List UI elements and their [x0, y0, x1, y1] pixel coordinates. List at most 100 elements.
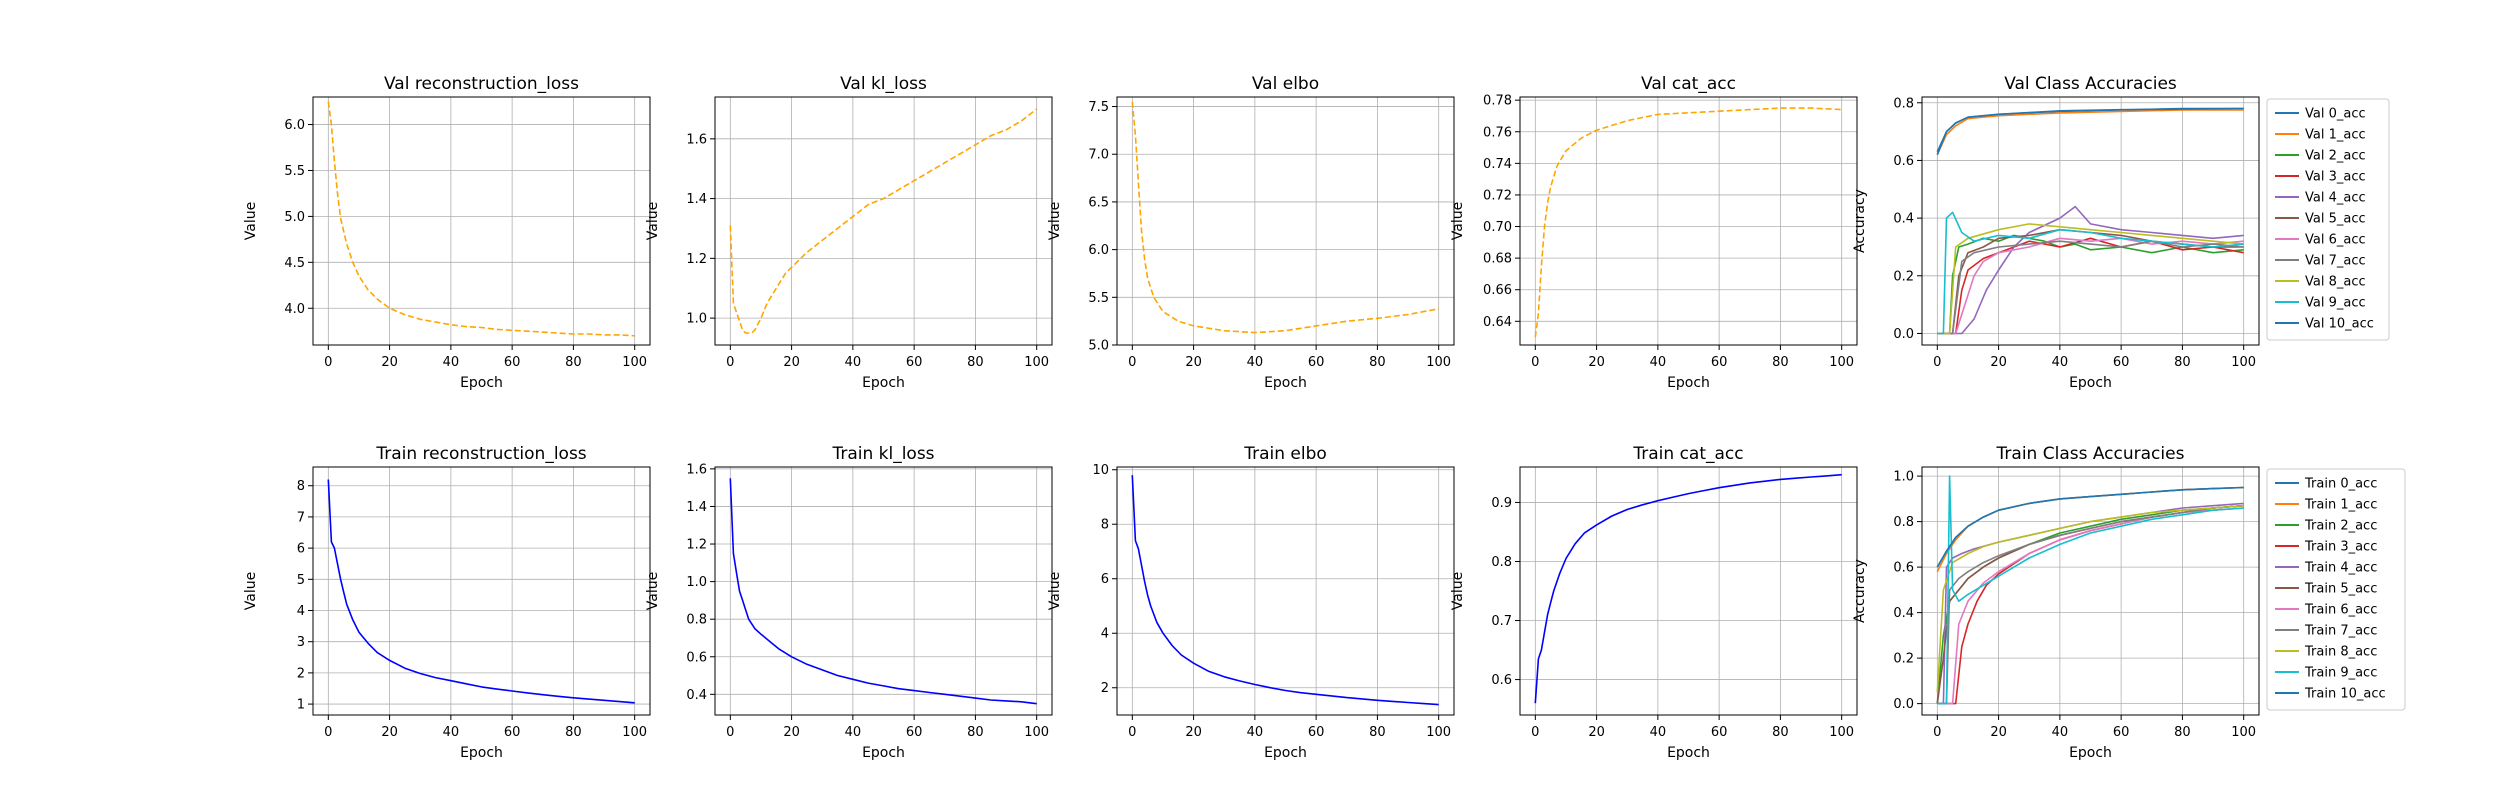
y-tick-label: 6.5	[1088, 195, 1109, 210]
chart-title: Val cat_acc	[1641, 74, 1736, 94]
series-group	[1131, 475, 1439, 706]
x-tick-label: 40	[2052, 355, 2069, 370]
x-tick-label: 60	[2113, 355, 2130, 370]
y-axis-label: Value	[645, 572, 661, 610]
x-tick-label: 0	[1933, 725, 1941, 740]
legend-label: Val 2_acc	[2305, 149, 2366, 164]
x-tick-label: 20	[1588, 355, 1605, 370]
x-tick-label: 40	[2052, 725, 2069, 740]
series-line	[1937, 237, 2244, 335]
series-line	[1936, 107, 2244, 155]
x-tick-label: 0	[1128, 725, 1136, 740]
y-tick-label: 0.6	[1491, 673, 1512, 688]
series-group	[1131, 101, 1439, 334]
legend: Train 0_acc Train 1_acc Train 2_acc Train 3…	[2266, 468, 2406, 711]
y-tick-label: 7	[297, 510, 305, 525]
series-group	[1534, 473, 1842, 704]
x-tick-label: 0	[1933, 355, 1941, 370]
y-tick-label: 4.0	[284, 302, 305, 317]
y-tick-label: 2	[297, 666, 305, 681]
y-tick-label: 0.8	[1491, 555, 1512, 570]
legend-label: Train 2_acc	[2304, 519, 2377, 534]
plot-area	[1922, 97, 2259, 345]
y-tick-label: 0.4	[1893, 212, 1914, 227]
series-line	[1936, 109, 2244, 156]
chart-title: Train Class Accuracies	[1996, 444, 2185, 464]
x-tick-label: 60	[504, 355, 521, 370]
x-tick-label: 80	[1369, 725, 1386, 740]
x-tick-label: 20	[1990, 355, 2007, 370]
legend-label: Train 1_acc	[2304, 498, 2377, 513]
x-tick-label: 100	[1426, 725, 1451, 740]
y-tick-label: 0.74	[1483, 157, 1512, 172]
y-tick-label: 8	[1101, 518, 1109, 533]
x-tick-label: 100	[1829, 725, 1854, 740]
y-tick-label: 1.4	[686, 500, 707, 515]
x-tick-label: 80	[565, 725, 582, 740]
x-tick-label: 80	[2174, 355, 2191, 370]
y-tick-label: 0.9	[1491, 496, 1512, 511]
x-tick-label: 60	[504, 725, 521, 740]
series-group	[1936, 107, 2244, 335]
legend-label: Train 9_acc	[2304, 666, 2377, 681]
axes-frame	[1116, 96, 1455, 346]
x-axis-label: Epoch	[2069, 375, 2112, 391]
y-tick-label: 4.5	[284, 256, 305, 271]
x-tick-label: 20	[783, 355, 800, 370]
x-tick-label: 100	[622, 355, 647, 370]
legend-label: Train 3_acc	[2304, 540, 2377, 555]
plot-area	[715, 97, 1052, 345]
x-tick-label: 0	[324, 725, 332, 740]
legend-label: Val 9_acc	[2305, 296, 2366, 311]
x-axis-label: Epoch	[862, 375, 905, 391]
series-line	[1936, 486, 2244, 568]
y-tick-label: 8	[297, 479, 305, 494]
plot-area	[313, 467, 650, 715]
legend-label: Val 7_acc	[2305, 254, 2366, 269]
y-tick-label: 0.0	[1893, 327, 1914, 342]
y-tick-label: 0.2	[1893, 269, 1914, 284]
legend-label: Train 8_acc	[2304, 645, 2377, 660]
x-tick-label: 80	[967, 355, 984, 370]
x-axis-label: Epoch	[460, 375, 503, 391]
y-tick-label: 0.68	[1483, 252, 1512, 267]
y-tick-label: 0.8	[1893, 515, 1914, 530]
series-line	[729, 108, 1038, 334]
series-line	[327, 101, 635, 337]
y-tick-label: 1.6	[686, 132, 707, 147]
x-tick-label: 20	[1185, 355, 1202, 370]
x-axis-label: Epoch	[460, 745, 503, 761]
chart-title: Train kl_loss	[831, 444, 934, 464]
series-line	[1937, 240, 2244, 335]
y-tick-label: 0.7	[1491, 614, 1512, 629]
x-tick-label: 40	[845, 725, 862, 740]
x-tick-label: 40	[1650, 355, 1667, 370]
legend-label: Val 3_acc	[2305, 170, 2366, 185]
legend-box	[2266, 98, 2390, 341]
y-tick-label: 1.6	[686, 462, 707, 477]
legend-box	[2266, 468, 2406, 711]
x-tick-label: 40	[443, 725, 460, 740]
x-tick-label: 60	[1308, 725, 1325, 740]
plot-area	[313, 97, 650, 345]
series-group	[729, 108, 1038, 334]
y-tick-label: 4	[1101, 627, 1109, 642]
plot-area	[715, 467, 1052, 715]
x-tick-label: 20	[1990, 725, 2007, 740]
x-tick-label: 60	[906, 355, 923, 370]
x-tick-label: 100	[622, 725, 647, 740]
val-reconstruction-loss-chart: 0 20 40 60 80 100 4.0 4.5 5.0 5.5 6.0 Val reconstru…	[243, 74, 651, 391]
x-axis-label: Epoch	[2069, 745, 2112, 761]
legend-label: Train 5_acc	[2304, 582, 2377, 597]
x-tick-label: 80	[1772, 355, 1789, 370]
y-axis-label: Value	[1450, 202, 1466, 240]
x-axis-label: Epoch	[1264, 745, 1307, 761]
val-elbo-chart: 0 20 40 60 80 100 5.0 5.5 6.0 6.5 7.0 7.5 Val elbo Ep…	[1047, 74, 1455, 391]
y-tick-label: 0.70	[1483, 220, 1512, 235]
axes-frame	[1921, 466, 2260, 716]
y-tick-label: 3	[297, 635, 305, 650]
y-axis-label: Value	[1450, 572, 1466, 610]
axes-frame	[1519, 96, 1858, 346]
x-tick-label: 60	[1711, 355, 1728, 370]
y-tick-label: 5	[297, 573, 305, 588]
